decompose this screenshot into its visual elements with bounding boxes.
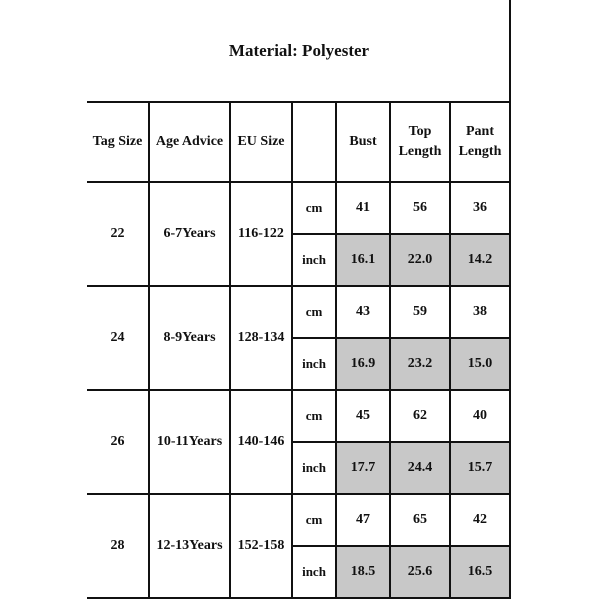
age-advice-cell: 10-11Years xyxy=(148,389,231,495)
tag-size-cell: 28 xyxy=(87,493,150,599)
age-advice-cell: 12-13Years xyxy=(148,493,231,599)
pant-length-cm-cell: 42 xyxy=(449,493,511,547)
header-unit xyxy=(291,101,337,183)
bust-inch-cell: 16.1 xyxy=(335,233,391,287)
header-pant-length: Pant Length xyxy=(449,101,511,183)
right-border xyxy=(509,0,511,103)
header-top-length: Top Length xyxy=(389,101,451,183)
pant-length-cm-cell: 38 xyxy=(449,285,511,339)
top-length-cm-cell: 59 xyxy=(389,285,451,339)
bust-cm-cell: 45 xyxy=(335,389,391,443)
table-row: 22 6-7Years 116-122 cm 41 56 36 xyxy=(87,181,511,287)
pant-length-inch-cell: 14.2 xyxy=(449,233,511,287)
bust-inch-cell: 18.5 xyxy=(335,545,391,599)
top-length-cm-cell: 56 xyxy=(389,181,451,235)
tag-size-cell: 26 xyxy=(87,389,150,495)
age-advice-cell: 8-9Years xyxy=(148,285,231,391)
unit-cell: inch xyxy=(292,233,337,287)
header-eu-size: EU Size xyxy=(229,101,293,183)
top-length-cm-cell: 65 xyxy=(389,493,451,547)
tag-size-cell: 22 xyxy=(87,181,150,287)
bust-inch-cell: 16.9 xyxy=(335,337,391,391)
size-chart-table: Tag Size Age Advice EU Size Bust Top Len… xyxy=(87,101,511,599)
table-row: 24 8-9Years 128-134 cm 43 59 38 xyxy=(87,285,511,391)
top-length-inch-cell: 25.6 xyxy=(389,545,451,599)
table-row: inch 16.9 23.2 15.0 xyxy=(87,337,511,391)
top-length-inch-cell: 23.2 xyxy=(389,337,451,391)
header-row: Tag Size Age Advice EU Size Bust Top Len… xyxy=(87,101,511,183)
unit-cell: inch xyxy=(292,545,337,599)
pant-length-cm-cell: 40 xyxy=(449,389,511,443)
header-bust: Bust xyxy=(335,101,391,183)
eu-size-cell: 152-158 xyxy=(229,493,293,599)
unit-cell: cm xyxy=(291,493,337,547)
bust-cm-cell: 47 xyxy=(335,493,391,547)
table-row: inch 17.7 24.4 15.7 xyxy=(87,441,511,495)
pant-length-inch-cell: 15.7 xyxy=(449,441,511,495)
tag-size-cell: 24 xyxy=(87,285,150,391)
table-row: inch 16.1 22.0 14.2 xyxy=(87,233,511,287)
age-advice-cell: 6-7Years xyxy=(148,181,231,287)
unit-cell: inch xyxy=(292,441,337,495)
unit-cell: inch xyxy=(292,337,337,391)
unit-cell: cm xyxy=(291,285,337,339)
eu-size-cell: 128-134 xyxy=(229,285,293,391)
unit-cell: cm xyxy=(291,181,337,235)
pant-length-inch-cell: 15.0 xyxy=(449,337,511,391)
table-row: 26 10-11Years 140-146 cm 45 62 40 xyxy=(87,389,511,495)
header-tag-size: Tag Size xyxy=(87,101,150,183)
bust-cm-cell: 43 xyxy=(335,285,391,339)
table-row: 28 12-13Years 152-158 cm 47 65 42 xyxy=(87,493,511,599)
bust-inch-cell: 17.7 xyxy=(335,441,391,495)
pant-length-inch-cell: 16.5 xyxy=(449,545,511,599)
material-title: Material: Polyester xyxy=(228,41,370,60)
eu-size-cell: 116-122 xyxy=(229,181,293,287)
table-row: inch 18.5 25.6 16.5 xyxy=(87,545,511,599)
pant-length-cm-cell: 36 xyxy=(449,181,511,235)
top-length-inch-cell: 22.0 xyxy=(389,233,451,287)
header-age-advice: Age Advice xyxy=(148,101,231,183)
bust-cm-cell: 41 xyxy=(335,181,391,235)
unit-cell: cm xyxy=(291,389,337,443)
top-length-cm-cell: 62 xyxy=(389,389,451,443)
top-length-inch-cell: 24.4 xyxy=(389,441,451,495)
eu-size-cell: 140-146 xyxy=(229,389,293,495)
